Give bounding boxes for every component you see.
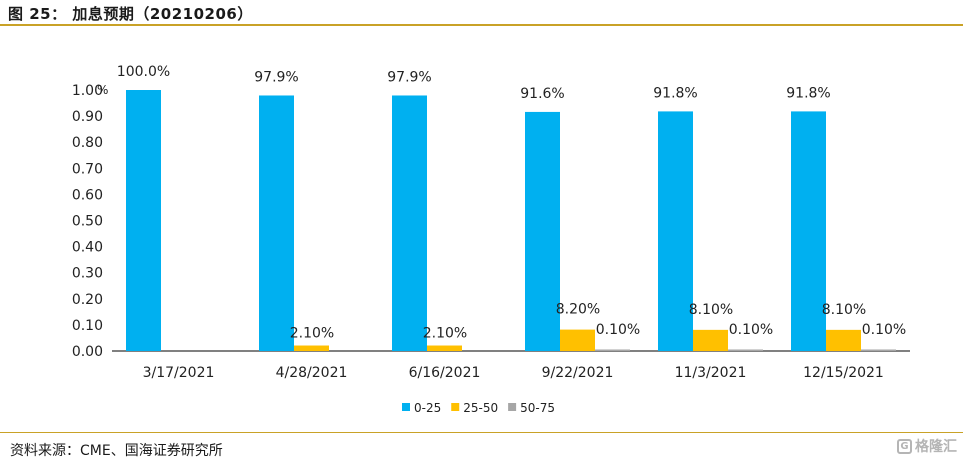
data-label: 91.6% bbox=[520, 86, 564, 102]
data-label: 2.10% bbox=[423, 326, 467, 342]
y-tick-label: 0.80 bbox=[72, 135, 103, 151]
bar-25-50 bbox=[560, 329, 595, 351]
bar-chart: 0.00 0.10 0.20 0.30 0.40 0.50 0.60 0.70 0.80 0.90… bbox=[72, 64, 910, 415]
data-label: 97.9% bbox=[387, 69, 431, 85]
x-tick-label: 12/15/2021 bbox=[803, 365, 884, 381]
x-tick-label: 3/17/2021 bbox=[143, 365, 215, 381]
x-tick-label: 4/28/2021 bbox=[276, 365, 348, 381]
legend-label: 25-50 bbox=[463, 401, 498, 415]
data-label: 0.10% bbox=[862, 322, 906, 338]
bar-0-25 bbox=[658, 111, 693, 351]
title-divider bbox=[0, 24, 963, 26]
watermark: G 格隆汇 bbox=[897, 436, 957, 456]
data-label: 8.10% bbox=[822, 302, 866, 318]
watermark-logo-icon: G bbox=[897, 438, 912, 454]
data-label: 91.8% bbox=[786, 85, 830, 101]
y-tick-label: 0.70 bbox=[72, 161, 103, 177]
y-tick-label: 0.40 bbox=[72, 240, 103, 256]
data-label: 91.8% bbox=[653, 85, 697, 101]
figure-title: 图 25： 加息预期（20210206） bbox=[8, 5, 253, 23]
source-divider bbox=[0, 432, 963, 433]
legend-swatch-25-50 bbox=[451, 403, 460, 411]
bar-0-25 bbox=[791, 111, 826, 351]
y-tick-label: 0.00 bbox=[72, 344, 103, 360]
y-tick-label: 0.60 bbox=[72, 187, 103, 203]
legend-swatch-50-75 bbox=[508, 403, 517, 411]
bar-50-75 bbox=[861, 349, 896, 351]
legend-label: 0-25 bbox=[414, 401, 441, 415]
bar-50-75 bbox=[595, 349, 630, 351]
y-tick-label: 1.00 bbox=[72, 83, 103, 99]
bar-0-25 bbox=[259, 95, 294, 351]
bar-0-25 bbox=[126, 90, 161, 351]
y-axis-unit-label: % bbox=[97, 83, 108, 97]
bar-0-25 bbox=[525, 111, 560, 351]
legend-swatch-0-25 bbox=[402, 403, 410, 411]
legend-label: 50-75 bbox=[520, 401, 555, 415]
data-label: 2.10% bbox=[290, 326, 334, 342]
bar-0-25 bbox=[392, 95, 427, 351]
bar-50-75 bbox=[728, 349, 763, 351]
x-tick-label: 6/16/2021 bbox=[409, 365, 481, 381]
watermark-text: 格隆汇 bbox=[915, 439, 957, 455]
data-label: 8.20% bbox=[556, 302, 600, 318]
x-tick-label: 9/22/2021 bbox=[542, 365, 614, 381]
bar-25-50 bbox=[427, 345, 462, 351]
y-tick-label: 0.10 bbox=[72, 318, 103, 334]
y-tick-label: 0.50 bbox=[72, 214, 103, 230]
x-tick-label: 11/3/2021 bbox=[675, 365, 747, 381]
data-label: 97.9% bbox=[254, 69, 298, 85]
data-label: 100.0% bbox=[117, 64, 170, 80]
data-label: 0.10% bbox=[596, 322, 640, 338]
bar-25-50 bbox=[294, 345, 329, 351]
data-label: 0.10% bbox=[729, 322, 773, 338]
y-tick-label: 0.20 bbox=[72, 292, 103, 308]
source-note: 资料来源：CME、国海证券研究所 bbox=[10, 443, 223, 459]
bar-25-50 bbox=[826, 329, 861, 351]
y-tick-label: 0.30 bbox=[72, 266, 103, 282]
bar-25-50 bbox=[693, 329, 728, 351]
data-label: 8.10% bbox=[689, 302, 733, 318]
y-tick-label: 0.90 bbox=[72, 109, 103, 125]
